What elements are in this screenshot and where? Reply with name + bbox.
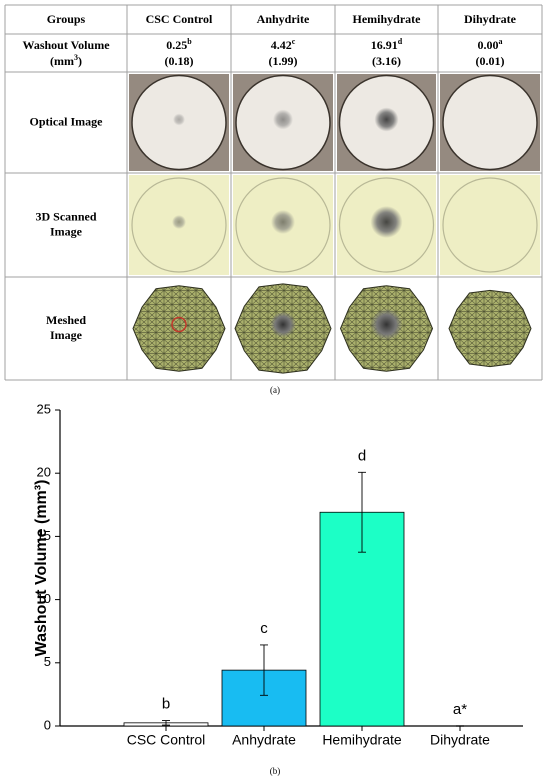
unit-sup: 3 (74, 53, 78, 62)
column-header: Dihydrate (464, 12, 517, 26)
group-letter: a (499, 37, 503, 46)
row-label: Image (50, 224, 83, 238)
mesh-body (448, 289, 532, 368)
group-letter: c (260, 620, 268, 637)
cell-image (233, 74, 333, 171)
column-header: Hemihydrate (353, 12, 422, 26)
mean-value: 16.91 (371, 38, 398, 52)
mean-value: 0.25 (166, 38, 187, 52)
unit-text: (mm (50, 54, 74, 68)
error-bar (162, 720, 170, 726)
group-letter: d (358, 447, 366, 464)
table: Groups CSC Control Anhydrite Hemihydrate Dih… (4, 4, 543, 381)
washout-pit (273, 109, 293, 130)
cell-image (132, 285, 226, 372)
y-tick-label: 25 (37, 401, 51, 416)
mesh-pit (370, 308, 403, 341)
row-unit: (mm3) (50, 53, 82, 68)
y-tick-label: 15 (37, 528, 51, 543)
sample-disk (442, 74, 538, 171)
x-tick-label: Anhydrate (232, 732, 296, 748)
washout-mean: 0.00a (478, 37, 503, 52)
row-label: 3D Scanned (35, 209, 96, 223)
washout-pit (173, 113, 185, 126)
cell-image (129, 175, 229, 275)
row-label: Meshed (46, 313, 86, 327)
row-label: Optical Image (30, 114, 104, 128)
y-tick-label: 0 (44, 717, 51, 732)
scan-disk (442, 177, 538, 273)
group-letter: a* (453, 701, 467, 718)
y-tick-label: 5 (44, 654, 51, 669)
row-label: Washout Volume (22, 38, 110, 52)
y-tick-label: 10 (37, 591, 51, 606)
column-header: CSC Control (146, 12, 213, 26)
caption: (a) (270, 385, 280, 395)
mesh-pit (270, 311, 296, 338)
cell-image (448, 289, 532, 368)
mean-value: 0.00 (478, 38, 499, 52)
group-letter: c (292, 37, 296, 46)
error-bar (358, 471, 366, 553)
washout-sd: (0.18) (165, 54, 194, 68)
chart: 0 5 10 15 20 25 Washout Volume (mm³) CSC Contro… (33, 401, 523, 748)
washout-pit (374, 107, 399, 132)
y-axis-label: Washout Volume (mm³) (33, 480, 50, 657)
cell-image (234, 283, 332, 374)
scan-pit (370, 206, 403, 238)
unit-text: ) (78, 54, 82, 68)
x-tick-label: CSC Control (127, 732, 206, 748)
column-header: Anhydrite (257, 12, 310, 26)
mean-value: 4.42 (271, 38, 292, 52)
x-tick-label: Hemihydrate (322, 732, 402, 748)
cell-image (339, 285, 434, 372)
column-header: Groups (47, 12, 86, 26)
mesh-pit (171, 316, 187, 333)
scan-pit (271, 210, 295, 234)
washout-mean: 4.42c (271, 37, 296, 52)
cell-image (337, 175, 436, 275)
group-letter: d (398, 37, 403, 46)
washout-sd: (0.01) (476, 54, 505, 68)
x-tick-label: Dihydrate (430, 732, 490, 748)
group-letter: b (187, 37, 192, 46)
washout-sd: (3.16) (372, 54, 401, 68)
washout-sd: (1.99) (269, 54, 298, 68)
y-tick-label: 20 (37, 465, 51, 480)
caption: (b) (270, 766, 281, 776)
washout-mean: 16.91d (371, 37, 403, 52)
cell-image (129, 74, 229, 171)
cell-image (440, 175, 540, 275)
cell-image (337, 74, 436, 171)
scan-pit (172, 215, 186, 229)
cell-image (440, 74, 540, 171)
mesh-body (132, 285, 226, 372)
cell-image (233, 175, 333, 275)
group-letter: b (162, 696, 170, 713)
washout-mean: 0.25b (166, 37, 192, 52)
row-label: Image (50, 328, 83, 342)
error-bar (260, 644, 268, 696)
